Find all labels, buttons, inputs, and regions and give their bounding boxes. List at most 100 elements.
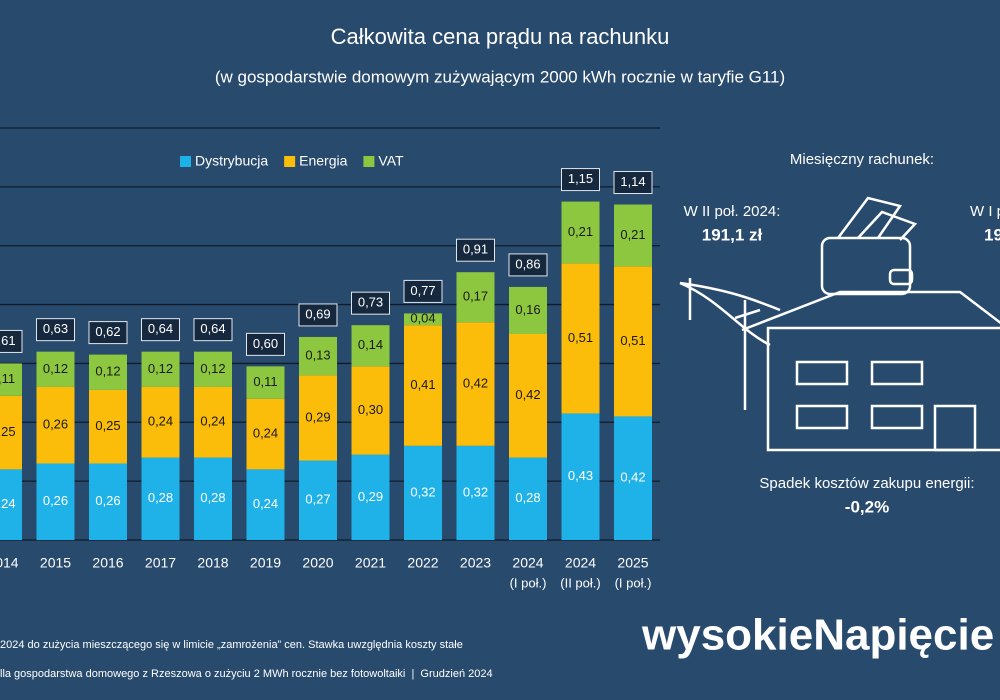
x-tick-label: 2016 <box>92 555 123 571</box>
x-tick-sublabel: (II poł.) <box>560 575 600 590</box>
total-label: 0,77 <box>410 283 435 298</box>
bar-segment <box>351 454 390 540</box>
data-label: 0,24 <box>253 425 278 440</box>
data-label: 0,29 <box>358 489 383 504</box>
total-box <box>246 332 285 356</box>
data-label: 0,26 <box>95 493 120 508</box>
bar-segment <box>614 204 652 267</box>
data-label: 0,25 <box>95 418 120 433</box>
panel-value: 190,7 zł <box>984 225 1000 244</box>
data-label: 0,41 <box>410 377 435 392</box>
bar-segment <box>89 354 127 390</box>
data-label: 0,28 <box>148 490 173 505</box>
panel-value: -0,2% <box>845 497 889 516</box>
bar-segment <box>141 351 180 387</box>
panel-label: Spadek kosztów zakupu energii: <box>759 475 974 492</box>
total-label: 0,61 <box>0 333 16 348</box>
x-tick-label: 2014 <box>0 555 19 571</box>
data-label: 0,25 <box>0 424 16 439</box>
data-label: 0,29 <box>305 409 330 424</box>
x-tick-label: 2017 <box>145 555 176 571</box>
total-box <box>88 321 128 345</box>
x-tick-label: 2025 <box>617 555 648 571</box>
data-label: 0,12 <box>200 361 225 376</box>
bar-segment <box>194 457 232 540</box>
total-label: 1,15 <box>568 171 593 186</box>
data-label: 0,28 <box>515 490 540 505</box>
data-label: 0,11 <box>253 374 277 389</box>
data-label: 0,17 <box>463 289 488 304</box>
x-tick-label: 2019 <box>250 555 281 571</box>
data-label: 0,42 <box>620 470 645 485</box>
bar-segment <box>194 351 232 387</box>
panel-label: W II poł. 2024: <box>684 203 781 220</box>
bar-segment <box>561 201 600 264</box>
data-label: 0,28 <box>200 490 225 505</box>
data-label: 0,30 <box>358 402 383 417</box>
bar-segment <box>36 351 75 387</box>
total-label: 0,62 <box>95 324 120 339</box>
bar-segment <box>456 445 495 540</box>
total-box <box>508 253 548 277</box>
data-label: 0,16 <box>515 302 540 317</box>
data-label: 0,04 <box>410 311 435 326</box>
total-box <box>456 238 495 262</box>
data-label: 0,32 <box>410 484 435 499</box>
bar-segment <box>0 469 22 540</box>
total-label: 0,63 <box>43 321 68 336</box>
bar-segment <box>194 386 232 458</box>
x-tick-label: 2015 <box>40 555 71 571</box>
x-tick-sublabel: (I poł.) <box>615 575 652 590</box>
data-label: 0,26 <box>43 493 68 508</box>
bar-segment <box>561 263 600 414</box>
data-label: 0,51 <box>620 333 645 348</box>
x-tick-label: 2020 <box>302 555 333 571</box>
data-label: 0,24 <box>0 496 16 511</box>
total-label: 0,60 <box>253 336 278 351</box>
data-label: 0,14 <box>358 337 383 352</box>
total-label: 1,14 <box>620 174 645 189</box>
data-label: 0,12 <box>95 364 120 379</box>
legend-label: Dystrybucja <box>195 153 268 169</box>
bar-segment <box>89 463 127 540</box>
total-label: 0,64 <box>148 321 173 336</box>
x-tick-label: 2023 <box>460 555 491 571</box>
bar-segment <box>509 286 547 334</box>
total-label: 0,73 <box>358 295 383 310</box>
bar-segment <box>246 366 285 399</box>
total-box <box>193 318 233 342</box>
total-box <box>613 171 653 195</box>
total-box <box>141 318 180 342</box>
bar-segment <box>509 334 547 458</box>
data-label: 0,27 <box>305 492 330 507</box>
data-label: 0,51 <box>568 330 593 345</box>
bar-segment <box>141 386 180 458</box>
x-tick-label: 2021 <box>355 555 386 571</box>
bar-segment <box>351 366 390 455</box>
legend-swatch <box>363 156 375 167</box>
legend-swatch <box>284 156 296 167</box>
house-illustration <box>679 196 1000 452</box>
legend-swatch <box>180 156 191 167</box>
data-label: 0,43 <box>568 468 593 483</box>
panel-label: W I poł. 2025: <box>970 203 1000 220</box>
footnote: 2024 do zużycia mieszczącego się w limic… <box>0 639 463 651</box>
bar-segment <box>0 395 22 470</box>
x-tick-label: 2018 <box>197 555 228 571</box>
logo: wysokieNapięcie <box>641 611 994 660</box>
bar-segment <box>456 272 495 323</box>
bar-segment <box>141 457 180 540</box>
total-box <box>0 329 23 353</box>
total-label: 0,69 <box>305 306 330 321</box>
chart-subtitle: (w gospodarstwie domowym zużywającym 200… <box>215 67 785 86</box>
bar-segment <box>0 363 22 396</box>
panel-heading: Miesięczny rachunek: <box>790 151 934 168</box>
bar-segment <box>404 325 442 446</box>
bar-segment <box>36 463 75 540</box>
data-label: 0,42 <box>463 375 488 390</box>
bar-segment <box>246 398 285 470</box>
data-label: 0,24 <box>253 496 278 511</box>
bar-segment <box>299 375 337 461</box>
bar-segment <box>614 266 652 417</box>
